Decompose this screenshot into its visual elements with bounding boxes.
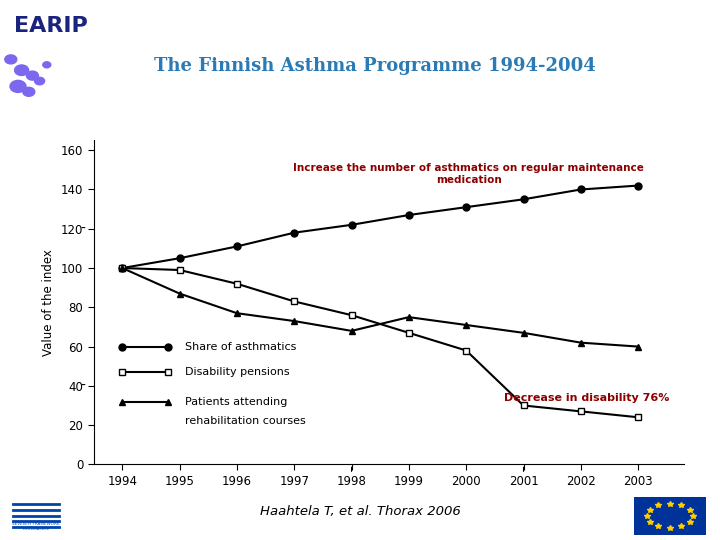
Text: Share of asthmatics: Share of asthmatics bbox=[185, 342, 297, 352]
Text: EARIP: EARIP bbox=[14, 16, 88, 36]
Text: Decrease in disability 76%: Decrease in disability 76% bbox=[504, 393, 670, 403]
Text: Haahtela T, et al. Thorax 2006: Haahtela T, et al. Thorax 2006 bbox=[260, 505, 460, 518]
Text: Disability pensions: Disability pensions bbox=[185, 367, 290, 377]
Text: SEVENTH FRAMEWORK
PROGRAMME: SEVENTH FRAMEWORK PROGRAMME bbox=[12, 522, 60, 531]
Text: The Finnish Asthma Programme 1994-2004: The Finnish Asthma Programme 1994-2004 bbox=[153, 57, 595, 75]
Y-axis label: Value of the index: Value of the index bbox=[42, 249, 55, 356]
Text: -: - bbox=[80, 222, 85, 236]
Text: -: - bbox=[80, 379, 85, 393]
Text: Patients attending: Patients attending bbox=[185, 396, 288, 407]
Text: Increase the number of asthmatics on regular maintenance
medication: Increase the number of asthmatics on reg… bbox=[293, 163, 644, 185]
Text: rehabilitation courses: rehabilitation courses bbox=[185, 416, 306, 426]
